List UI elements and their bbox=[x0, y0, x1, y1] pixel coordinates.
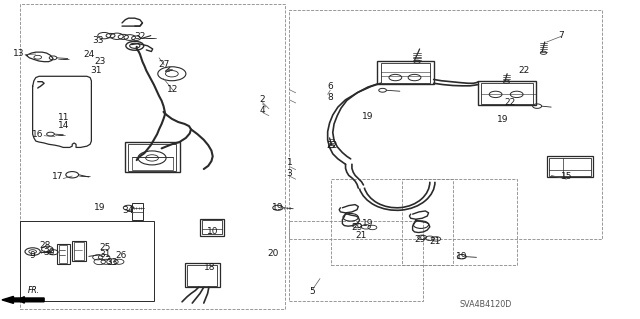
Text: 31: 31 bbox=[100, 250, 111, 259]
Text: 26: 26 bbox=[115, 251, 127, 260]
Text: 6: 6 bbox=[327, 82, 333, 91]
Text: 21: 21 bbox=[429, 237, 440, 246]
FancyArrow shape bbox=[2, 296, 44, 303]
Text: 16: 16 bbox=[32, 130, 44, 138]
Bar bbox=[20, 221, 154, 301]
Bar bbox=[129, 144, 176, 171]
Text: 14: 14 bbox=[58, 121, 69, 130]
Text: 33: 33 bbox=[106, 258, 118, 267]
Text: 10: 10 bbox=[207, 227, 218, 236]
Text: 21: 21 bbox=[355, 231, 367, 240]
Bar bbox=[289, 10, 602, 239]
Text: 30: 30 bbox=[44, 248, 55, 257]
Text: 4: 4 bbox=[260, 106, 266, 115]
Bar bbox=[381, 63, 431, 83]
Text: 15: 15 bbox=[561, 173, 572, 182]
Bar bbox=[481, 83, 533, 104]
Text: 20: 20 bbox=[267, 249, 278, 258]
Text: 9: 9 bbox=[29, 251, 35, 260]
Bar bbox=[402, 179, 516, 265]
Text: 29: 29 bbox=[414, 235, 426, 244]
Text: 34: 34 bbox=[123, 206, 134, 215]
Bar bbox=[132, 157, 173, 170]
Text: 25: 25 bbox=[100, 243, 111, 252]
Text: SVA4B4120D: SVA4B4120D bbox=[460, 300, 512, 309]
Bar bbox=[378, 61, 434, 84]
Bar bbox=[20, 4, 285, 309]
Bar bbox=[289, 221, 424, 301]
Text: 12: 12 bbox=[168, 85, 179, 94]
Bar bbox=[187, 265, 217, 286]
Text: 22: 22 bbox=[505, 98, 516, 107]
Text: 19: 19 bbox=[497, 115, 508, 124]
Text: 19: 19 bbox=[456, 252, 468, 261]
Bar bbox=[125, 142, 179, 172]
Text: 24: 24 bbox=[83, 49, 95, 59]
Bar bbox=[478, 81, 536, 105]
Bar bbox=[57, 244, 70, 264]
Bar bbox=[72, 241, 86, 261]
Bar bbox=[74, 242, 84, 260]
Text: 2: 2 bbox=[260, 95, 266, 104]
Bar bbox=[202, 220, 221, 234]
Text: 5: 5 bbox=[310, 287, 316, 296]
Bar bbox=[548, 158, 591, 176]
Text: 18: 18 bbox=[204, 263, 216, 272]
Text: 7: 7 bbox=[559, 31, 564, 40]
Text: 1: 1 bbox=[287, 158, 292, 167]
Bar bbox=[547, 156, 593, 177]
Text: 27: 27 bbox=[159, 60, 170, 69]
Bar bbox=[184, 263, 220, 287]
Text: 19: 19 bbox=[272, 203, 284, 212]
Text: 17: 17 bbox=[52, 173, 64, 182]
Bar bbox=[132, 203, 143, 220]
Text: 13: 13 bbox=[13, 48, 24, 58]
Text: 19: 19 bbox=[94, 203, 106, 212]
Text: 33: 33 bbox=[92, 36, 104, 45]
Text: 19: 19 bbox=[362, 112, 373, 121]
Bar bbox=[200, 219, 224, 236]
Bar bbox=[332, 179, 453, 265]
Text: 32: 32 bbox=[134, 33, 145, 41]
Text: 28: 28 bbox=[40, 241, 51, 250]
Bar bbox=[60, 245, 67, 263]
Text: 29: 29 bbox=[351, 223, 363, 232]
Text: 22: 22 bbox=[519, 66, 530, 75]
Text: 8: 8 bbox=[327, 93, 333, 102]
Text: 31: 31 bbox=[91, 66, 102, 75]
Text: 11: 11 bbox=[58, 113, 69, 122]
Text: FR.: FR. bbox=[28, 286, 40, 295]
Text: 23: 23 bbox=[95, 57, 106, 66]
Text: 19: 19 bbox=[362, 219, 373, 228]
Text: 3: 3 bbox=[287, 169, 292, 178]
Text: 22: 22 bbox=[326, 141, 337, 150]
